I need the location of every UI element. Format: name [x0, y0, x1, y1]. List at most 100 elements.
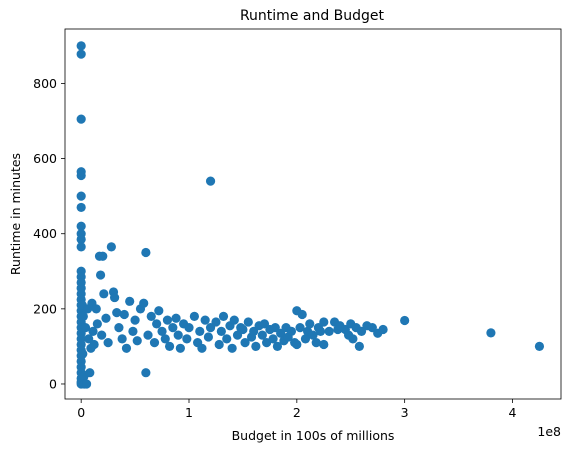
- data-point: [324, 326, 334, 336]
- data-point: [203, 332, 214, 342]
- data-point: [195, 326, 205, 336]
- data-point: [238, 324, 248, 335]
- data-point: [171, 313, 181, 323]
- data-point: [164, 341, 175, 352]
- data-point: [200, 315, 210, 325]
- x-tick-label: 4: [509, 405, 517, 420]
- data-point: [378, 324, 388, 335]
- data-point: [101, 313, 111, 323]
- data-point: [251, 341, 261, 352]
- x-axis-offset-label: 1e8: [537, 424, 561, 439]
- data-point: [222, 334, 232, 344]
- data-point: [216, 326, 226, 336]
- data-point: [95, 270, 106, 280]
- data-point: [106, 242, 116, 252]
- x-axis: 0 1 2 3 4: [77, 399, 517, 420]
- data-point: [125, 296, 135, 306]
- data-point: [162, 315, 173, 325]
- x-tick-label: 0: [77, 405, 85, 420]
- data-point: [227, 343, 237, 353]
- data-point: [295, 323, 305, 333]
- data-point: [348, 334, 358, 344]
- data-point: [400, 315, 410, 326]
- data-point: [354, 341, 364, 352]
- data-point: [141, 247, 151, 258]
- data-point: [272, 341, 283, 352]
- x-tick-label: 1: [185, 405, 193, 420]
- data-point: [154, 306, 164, 316]
- data-point: [141, 368, 151, 378]
- data-point: [189, 311, 199, 321]
- data-point: [114, 323, 124, 333]
- data-point: [243, 317, 253, 327]
- data-point: [76, 202, 86, 213]
- data-point: [257, 330, 267, 340]
- y-tick-label: 200: [33, 301, 57, 316]
- data-point: [76, 221, 86, 231]
- data-point: [311, 338, 321, 348]
- data-point: [168, 323, 178, 333]
- data-point: [139, 298, 149, 308]
- data-point: [130, 315, 140, 325]
- data-point: [146, 311, 156, 321]
- y-tick-label: 600: [33, 151, 57, 166]
- data-point: [240, 338, 250, 348]
- data-point: [91, 304, 101, 314]
- data-point: [197, 343, 207, 353]
- data-point: [143, 330, 153, 340]
- data-point: [76, 191, 86, 201]
- data-point: [76, 234, 86, 244]
- data-point: [160, 334, 170, 344]
- data-point: [218, 311, 229, 321]
- data-point: [319, 317, 329, 327]
- data-point: [103, 338, 113, 348]
- data-point: [88, 326, 98, 336]
- data-point: [157, 326, 167, 336]
- data-point: [89, 339, 99, 350]
- data-point: [97, 330, 107, 340]
- data-point: [128, 326, 138, 336]
- data-point: [184, 323, 194, 333]
- data-point: [119, 309, 129, 320]
- data-point: [149, 338, 160, 348]
- data-point: [112, 308, 122, 318]
- data-point: [300, 334, 311, 344]
- data-point: [182, 334, 192, 344]
- data-point: [81, 379, 92, 389]
- data-point: [76, 49, 86, 59]
- data-point: [110, 292, 120, 303]
- data-point: [308, 330, 318, 340]
- data-point: [99, 289, 109, 299]
- data-point: [173, 330, 183, 340]
- data-point: [76, 41, 86, 51]
- y-axis: 0 200 400 600 800: [33, 76, 65, 391]
- data-point: [98, 251, 108, 261]
- data-point: [534, 341, 545, 352]
- y-tick-label: 0: [49, 376, 57, 391]
- data-point: [319, 339, 329, 350]
- data-point: [78, 311, 88, 321]
- data-point: [229, 315, 239, 325]
- scatter-points: [76, 41, 545, 389]
- data-point: [175, 343, 185, 353]
- data-point: [486, 328, 496, 338]
- data-point: [76, 114, 86, 124]
- y-tick-label: 800: [33, 76, 57, 91]
- data-point: [80, 323, 91, 333]
- data-point: [297, 309, 307, 320]
- x-tick-label: 2: [293, 405, 301, 420]
- data-point: [214, 339, 224, 350]
- data-point: [152, 319, 162, 329]
- data-point: [211, 317, 221, 327]
- data-point: [85, 368, 95, 378]
- y-axis-label: Runtime in minutes: [8, 153, 23, 275]
- data-point: [78, 349, 88, 359]
- data-point: [286, 326, 297, 336]
- data-point: [205, 176, 216, 186]
- data-point: [292, 339, 302, 350]
- data-point: [121, 343, 132, 353]
- chart-title: Runtime and Budget: [240, 8, 385, 24]
- data-point: [305, 319, 315, 329]
- data-point: [132, 336, 142, 346]
